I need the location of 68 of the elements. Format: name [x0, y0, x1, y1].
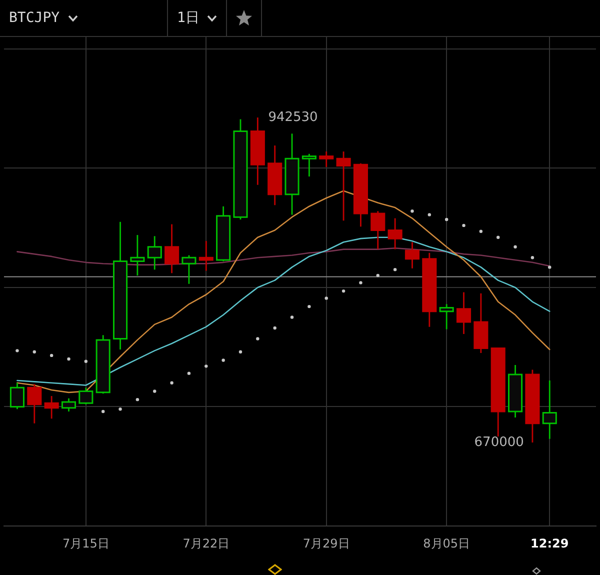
candlestick: [319, 150, 334, 168]
point: [359, 281, 362, 284]
point: [84, 360, 88, 364]
x-tick-label: 8月05日: [423, 536, 470, 550]
point: [514, 245, 517, 249]
candlestick: [27, 383, 42, 424]
point: [187, 372, 191, 375]
candlestick: [353, 162, 368, 228]
candlestick: [112, 221, 128, 350]
candlestick: [147, 235, 162, 270]
point: [496, 236, 500, 239]
candlestick: [182, 254, 196, 285]
candlestick: [525, 369, 540, 444]
point: [410, 210, 414, 213]
point: [16, 349, 19, 352]
candlestick: [508, 364, 523, 418]
x-tick-label: 7月15日: [62, 536, 110, 550]
candlestick: [422, 252, 437, 328]
candlestick: [388, 218, 402, 250]
chart-title: BTCJPY: [9, 10, 60, 26]
candlestick: [439, 303, 454, 330]
candlestick: [233, 118, 248, 220]
annotation: 942530: [268, 110, 318, 125]
candlestick: [44, 395, 59, 420]
candlestick: [284, 132, 300, 216]
x-tick-label: 7月29日: [302, 536, 350, 550]
point: [548, 266, 552, 269]
candlestick: [164, 224, 180, 274]
point: [273, 326, 276, 330]
candlestick: [250, 116, 265, 186]
point: [324, 296, 328, 300]
candlestick: [302, 153, 316, 178]
point: [238, 350, 242, 354]
chart-subtitle: 1日: [177, 9, 200, 27]
point: [393, 268, 397, 272]
point: [32, 350, 36, 354]
point: [222, 358, 225, 362]
point: [462, 224, 466, 228]
point: [118, 408, 122, 411]
point: [308, 304, 311, 308]
annotation: 670000: [474, 434, 524, 450]
point: [170, 381, 174, 384]
point: [530, 256, 534, 260]
x-tick-label: 7月22日: [182, 536, 230, 550]
candlestick: [456, 292, 472, 335]
point: [136, 398, 140, 402]
point: [479, 230, 483, 234]
point: [342, 289, 346, 293]
candlestick: [336, 150, 351, 222]
point: [428, 213, 432, 216]
point: [204, 364, 208, 368]
point: [153, 390, 156, 393]
candlestick: [130, 234, 145, 276]
candlestick: [542, 380, 557, 440]
candlestick: [404, 241, 420, 270]
candlestick: [474, 292, 488, 354]
point: [290, 316, 294, 319]
point: [67, 357, 70, 361]
x-tick-label: 12:29: [530, 536, 569, 550]
candlestick: [198, 240, 214, 272]
point: [256, 337, 260, 340]
candlestick: [268, 144, 282, 206]
point: [101, 410, 105, 414]
point: [50, 354, 54, 358]
candlestick: [370, 210, 386, 250]
point: [376, 274, 380, 278]
point: [444, 218, 448, 222]
candlestick: [490, 348, 506, 438]
